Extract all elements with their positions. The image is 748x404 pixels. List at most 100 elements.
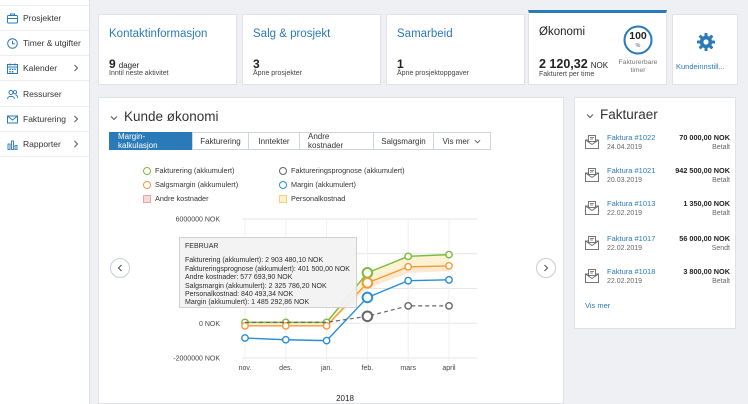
tooltip-line: Margin (akkumulert): 1 485 292,86 NOK (185, 299, 310, 307)
card-settings[interactable]: Kundeinnstill... (672, 14, 738, 85)
invoice-row: Faktura #1018 3 800,00 NOK 22.02.2019 Betal… (585, 267, 730, 295)
chart-tooltip: FEBRUAR Fakturering (akkumulert): 2 903 … (179, 237, 357, 308)
data-point (241, 334, 249, 342)
chart-next-button[interactable] (536, 258, 556, 278)
people-icon (7, 89, 18, 100)
chevron-down-icon[interactable] (110, 114, 118, 122)
briefcase-icon (7, 13, 18, 24)
invoice-status: Betalt (712, 144, 730, 151)
invoice-icon (7, 114, 18, 125)
tab-margin-kalkulasjon[interactable]: Margin-kalkulasjon (109, 132, 193, 150)
sidebar-item-ressurser[interactable]: Ressurser (0, 82, 89, 107)
tab-fakturering[interactable]: Fakturering (192, 132, 249, 150)
x-axis-label: 2018 (336, 394, 354, 403)
sidebar-item-rapporter[interactable]: Rapporter (0, 132, 89, 157)
invoice-document-icon (585, 201, 599, 215)
tab-vis-mer[interactable]: Vis mer (433, 132, 491, 150)
legend-item-margin[interactable]: Margin (akkumulert) (279, 180, 356, 189)
data-point (361, 267, 374, 279)
customer-economy-panel: Kunde økonomi Margin-kalkulasjon Fakture… (98, 97, 564, 404)
chevron-right-icon (74, 140, 79, 148)
y-tick-label: 6000000 NOK (176, 217, 221, 224)
card-subtitle: Fakturert per time (539, 71, 595, 78)
sidebar-item-kalender[interactable]: Kalender (0, 56, 89, 81)
card-value: 1 (397, 57, 404, 71)
invoices-title: Fakturaer (600, 107, 658, 122)
y-tick-label: -2000000 NOK (173, 356, 220, 363)
legend-item-fakturering[interactable]: Fakturering (akkumulert) (143, 166, 234, 175)
sidebar-item-timer[interactable]: Timer & utgifter (0, 31, 89, 56)
settings-link[interactable]: Kundeinnstill... (676, 62, 725, 71)
card-sales[interactable]: Salg & prosjekt 3 Åpne prosjekter (242, 14, 381, 85)
tab-salgsmargin[interactable]: Salgsmargin (373, 132, 434, 150)
sidebar-item-label: Timer & utgifter (23, 38, 81, 48)
tooltip-line: Andre kostnader: 577 693,90 NOK (185, 274, 293, 282)
chevron-right-icon (544, 264, 549, 272)
legend-item-personalkostnad[interactable]: Personalkostnad (279, 194, 345, 203)
card-title: Økonomi (539, 26, 586, 38)
invoice-date: 22.02.2019 (607, 278, 643, 285)
invoice-amount: 70 000,00 NOK (679, 133, 730, 142)
card-subtitle: Åpne prosjekter (253, 70, 303, 77)
card-title[interactable]: Kontaktinformasjon (109, 28, 208, 40)
x-tick-label: april (442, 365, 456, 372)
invoice-link[interactable]: Faktura #1017 (607, 234, 656, 243)
legend-item-prognose[interactable]: Faktureringsprognose (akkumulert) (279, 166, 405, 175)
data-point (404, 262, 413, 271)
legend-item-salgsmargin[interactable]: Salgsmargin (akkumulert) (143, 180, 238, 189)
tab-andre-kostnader[interactable]: Andre kostnader (299, 132, 374, 150)
chevron-down-icon[interactable] (586, 112, 594, 120)
invoice-document-icon (585, 269, 599, 283)
invoice-amount: 942 500,00 NOK (675, 166, 730, 175)
sidebar-item-fakturering[interactable]: Fakturering (0, 107, 89, 132)
show-more-link[interactable]: Vis mer (585, 301, 611, 310)
invoice-link[interactable]: Faktura #1021 (607, 166, 656, 175)
legend-item-andre-kostnader[interactable]: Andre kostnader (143, 194, 209, 203)
card-economy[interactable]: Økonomi 2 120,32 NOK Fakturert per time … (528, 10, 667, 85)
x-tick-label: jan. (320, 365, 332, 372)
gauge-unit: % (635, 43, 641, 49)
sidebar-item-prosjekter[interactable]: Prosjekter (0, 6, 89, 31)
chart-prev-button[interactable] (110, 258, 130, 278)
invoice-document-icon (585, 236, 599, 250)
gauge-value: 100 (629, 30, 647, 42)
invoice-document-icon (585, 168, 599, 182)
data-point (361, 310, 374, 323)
x-tick-label: mars (400, 365, 416, 372)
sidebar-item-label: Ressurser (23, 89, 62, 99)
card-title[interactable]: Salg & prosjekt (253, 28, 331, 40)
invoice-link[interactable]: Faktura #1013 (607, 199, 656, 208)
chevron-down-icon (475, 139, 481, 143)
invoices-panel: Fakturaer Faktura #1022 70 000,00 NOK 24.0… (574, 97, 736, 329)
data-point (404, 301, 413, 310)
invoice-date: 24.04.2019 (607, 144, 643, 151)
data-point (322, 336, 331, 345)
data-point (322, 321, 331, 330)
card-title[interactable]: Samarbeid (397, 28, 453, 40)
sidebar-item-label: Fakturering (23, 114, 66, 124)
tooltip-title: FEBRUAR (185, 243, 219, 250)
data-point (445, 301, 453, 310)
tooltip-line: Salgsmargin (akkumulert): 2 325 786,20 N… (185, 282, 327, 290)
tooltip-line: Fakturering (akkumulert): 2 903 480,10 N… (185, 257, 324, 265)
tab-inntekter[interactable]: Inntekter (248, 132, 300, 150)
x-tick-label: feb. (362, 365, 374, 372)
sidebar-item-label: Kalender (23, 63, 58, 73)
invoice-link[interactable]: Faktura #1022 (607, 133, 656, 142)
invoice-date: 22.02.2019 (607, 210, 643, 217)
card-value: 9 dager (109, 57, 140, 71)
card-contact[interactable]: Kontaktinformasjon 9 dager Inntil neste … (98, 14, 237, 85)
invoice-date: 22.02.2019 (607, 245, 643, 252)
invoice-amount: 56 000,00 NOK (679, 234, 730, 243)
invoice-link[interactable]: Faktura #1018 (607, 267, 656, 276)
data-point (281, 321, 290, 330)
card-subtitle: Åpne prosjektoppgaver (397, 70, 469, 77)
billable-gauge: 100 % (623, 25, 653, 55)
series-line (244, 279, 450, 342)
invoice-date: 20.03.2019 (607, 177, 643, 184)
card-collab[interactable]: Samarbeid 1 Åpne prosjektoppgaver (386, 14, 525, 85)
tooltip-line: Faktureringsprognose (akkumulert): 401 5… (185, 265, 350, 273)
x-tick-label: nov. (239, 365, 252, 372)
calendar-icon (7, 63, 18, 74)
gear-icon[interactable] (697, 33, 715, 51)
